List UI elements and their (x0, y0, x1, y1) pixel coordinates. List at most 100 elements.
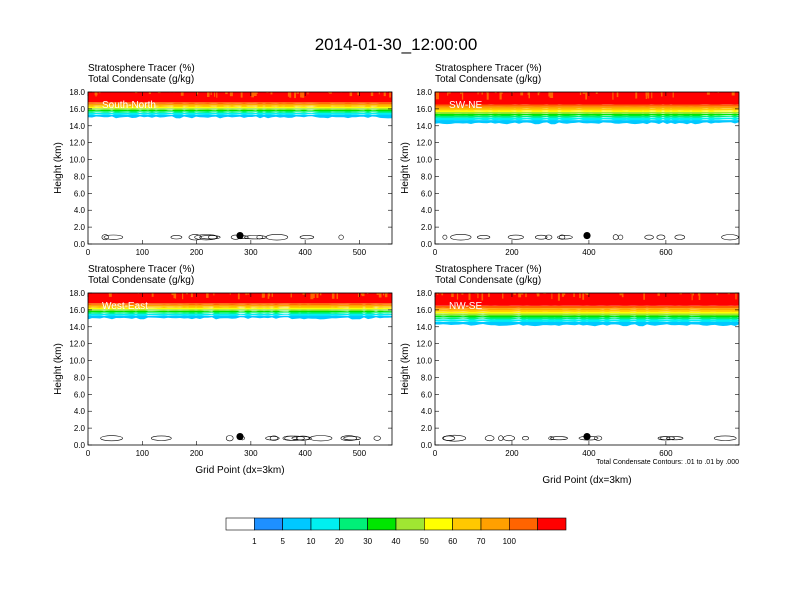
tracer-streak (537, 92, 540, 96)
tracer-band (88, 106, 392, 109)
y-axis-label: Height (km) (400, 343, 411, 395)
condensate-contour (188, 234, 202, 241)
tracer-streak (549, 92, 552, 98)
tracer-streak (456, 293, 459, 300)
tracer-streak (500, 92, 503, 94)
tracer-streak (697, 293, 700, 296)
tracer-streak (213, 293, 215, 296)
tracer-streak (210, 92, 212, 95)
condensate-contour (484, 435, 495, 442)
tracer-field (435, 293, 739, 327)
panel-sw-ne: Stratosphere Tracer (%)Total Condensate … (400, 63, 740, 257)
tracer-streak (679, 293, 682, 295)
tracer-streak (499, 92, 502, 100)
colorbar-label: 100 (503, 537, 517, 546)
tracer-streak (585, 92, 587, 100)
y-tick-label: 8.0 (421, 373, 433, 382)
y-tick-label: 14.0 (69, 323, 85, 332)
tracer-streak (358, 293, 360, 297)
condensate-contour (338, 234, 344, 240)
x-tick-label: 600 (659, 449, 673, 458)
tracer-streak (378, 293, 382, 298)
tracer-band (435, 319, 739, 323)
y-tick-label: 12.0 (416, 340, 432, 349)
condensate-contour (340, 435, 357, 442)
y-tick-label: 10.0 (69, 156, 85, 165)
y-tick-label: 16.0 (416, 105, 432, 114)
condensate-contour (103, 234, 124, 240)
y-tick-label: 18.0 (69, 289, 85, 298)
tracer-streak (527, 92, 530, 95)
panel-name: NW-SE (449, 301, 482, 312)
y-axis-label: Height (km) (400, 142, 411, 194)
panel-field-label: Stratosphere Tracer (%) (435, 264, 542, 275)
tracer-streak (461, 293, 464, 295)
condensate-contour (545, 234, 553, 240)
x-tick-label: 100 (136, 449, 150, 458)
tracer-band (435, 104, 739, 107)
tracer-streak (502, 293, 504, 299)
colorbar-label: 30 (363, 537, 372, 546)
tracer-streak (461, 92, 464, 100)
tracer-streak (518, 293, 522, 298)
x-tick-label: 400 (298, 449, 312, 458)
condensate-contour (666, 436, 684, 441)
panel-contour-label: Total Condensate (g/kg) (88, 74, 194, 85)
tracer-streak (378, 92, 380, 95)
tracer-band (88, 306, 392, 309)
y-tick-label: 14.0 (416, 122, 432, 131)
tracer-streak (690, 293, 692, 294)
tracer-band (88, 303, 392, 306)
tracer-streak (290, 293, 292, 298)
condensate-contour (101, 234, 109, 241)
tracer-streak (247, 293, 249, 295)
tracer-band (88, 108, 392, 111)
tracer-streak (383, 92, 386, 97)
condensate-contour (284, 435, 305, 441)
condensate-contour (256, 235, 263, 240)
y-tick-label: 2.0 (74, 424, 86, 433)
tracer-streak (94, 92, 98, 96)
tracer-streak (216, 92, 218, 98)
condensate-contour (721, 234, 739, 241)
tracer-band (435, 120, 739, 125)
panel-contour-label: Total Condensate (g/kg) (435, 74, 541, 85)
tracer-band (435, 313, 739, 317)
location-marker (583, 231, 591, 240)
tracer-streak (477, 92, 479, 95)
tracer-streak (661, 92, 663, 97)
condensate-contour (170, 235, 183, 240)
tracer-streak (582, 92, 586, 94)
plot-frame (434, 292, 740, 446)
tracer-streak (287, 92, 290, 97)
x-tick-label: 200 (190, 248, 204, 257)
tracer-streak (173, 293, 176, 299)
colorbar-label: 5 (280, 537, 285, 546)
colorbar-label: 60 (448, 537, 457, 546)
x-tick-label: 500 (353, 248, 367, 257)
colorbar-swatch (452, 517, 482, 531)
tracer-streak (312, 293, 315, 298)
y-tick-label: 18.0 (69, 88, 85, 97)
x-tick-label: 600 (659, 248, 673, 257)
tracer-streak (316, 293, 319, 298)
condensate-contour (282, 435, 298, 441)
location-marker (236, 432, 244, 441)
panel-west-east: Stratosphere Tracer (%)Total Condensate … (53, 264, 393, 476)
tracer-streak (520, 92, 524, 96)
tracer-streak (441, 293, 444, 296)
condensate-contour (450, 234, 472, 241)
tracer-streak (731, 92, 735, 96)
tracer-streak (331, 293, 335, 299)
colorbar-swatch (395, 517, 425, 531)
panel-name: South-North (102, 100, 156, 111)
plot-frame (87, 292, 393, 446)
tracer-streak (214, 92, 216, 97)
colorbar-label: 20 (335, 537, 344, 546)
tracer-streak (716, 293, 719, 296)
tracer-streak (263, 293, 265, 298)
condensate-contour (194, 234, 218, 241)
colorbar-swatch (338, 517, 368, 531)
condensate-contour (713, 435, 737, 441)
tracer-streak (302, 293, 306, 295)
